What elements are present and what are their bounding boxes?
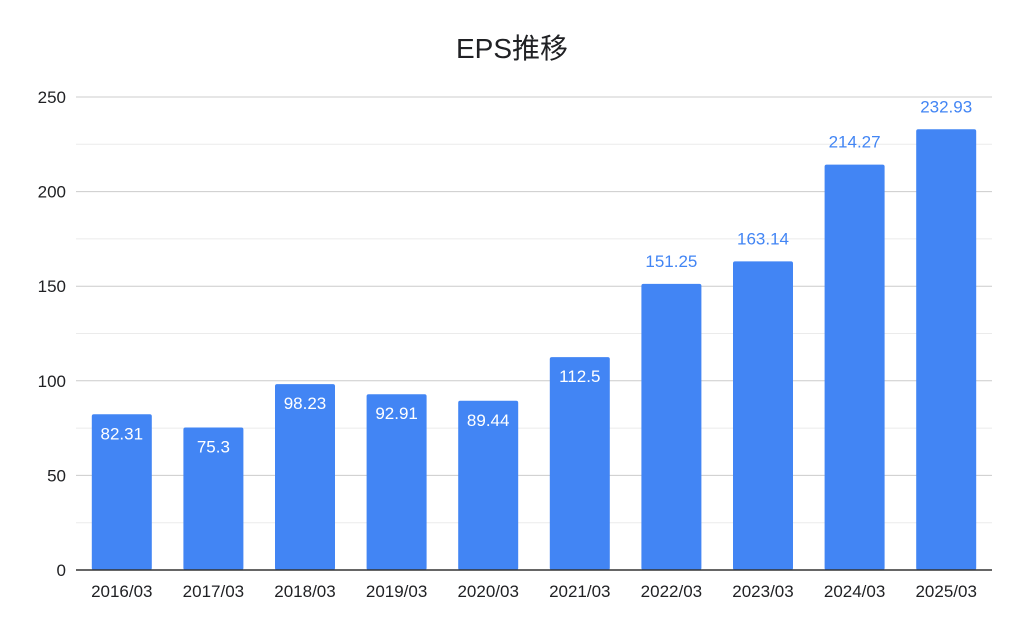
bar <box>183 427 244 570</box>
x-tick-label: 2017/03 <box>183 582 244 601</box>
data-label: 89.44 <box>467 411 510 430</box>
data-label: 232.93 <box>920 97 972 116</box>
bar <box>916 129 977 570</box>
x-tick-label: 2023/03 <box>732 582 793 601</box>
x-tick-label: 2019/03 <box>366 582 427 601</box>
data-label: 163.14 <box>737 229 789 248</box>
data-labels: 82.31 75.3 98.23 92.91 89.44 112.5 151.25 163.1… <box>101 97 973 456</box>
data-label: 92.91 <box>375 404 418 423</box>
y-tick-label: 50 <box>47 466 66 485</box>
x-tick-label: 2020/03 <box>457 582 518 601</box>
bars <box>91 129 977 570</box>
bar <box>91 414 152 570</box>
bar <box>824 164 885 570</box>
y-tick-label: 100 <box>38 372 66 391</box>
x-axis-ticks: 2016/03 2017/03 2018/03 2019/03 2020/03 2021/… <box>91 582 977 601</box>
x-tick-label: 2016/03 <box>91 582 152 601</box>
bar <box>458 400 519 570</box>
data-label: 82.31 <box>101 424 144 443</box>
chart-title: EPS推移 <box>456 33 568 64</box>
data-label: 151.25 <box>645 252 697 271</box>
y-tick-label: 250 <box>38 88 66 107</box>
bar <box>275 384 335 570</box>
bar <box>733 261 793 570</box>
bar <box>366 394 427 570</box>
x-tick-label: 2025/03 <box>915 582 976 601</box>
y-tick-label: 200 <box>38 183 66 202</box>
y-axis-ticks: 0 50 100 150 200 250 <box>38 88 66 580</box>
y-tick-label: 150 <box>38 277 66 296</box>
bar <box>641 283 702 570</box>
x-tick-label: 2024/03 <box>824 582 885 601</box>
data-label: 112.5 <box>559 367 600 386</box>
data-label: 75.3 <box>197 438 230 457</box>
data-label: 98.23 <box>284 394 327 413</box>
bar <box>549 357 610 570</box>
x-tick-label: 2021/03 <box>549 582 610 601</box>
x-tick-label: 2018/03 <box>274 582 335 601</box>
x-tick-label: 2022/03 <box>641 582 702 601</box>
y-tick-label: 0 <box>57 561 66 580</box>
data-label: 214.27 <box>829 133 881 152</box>
